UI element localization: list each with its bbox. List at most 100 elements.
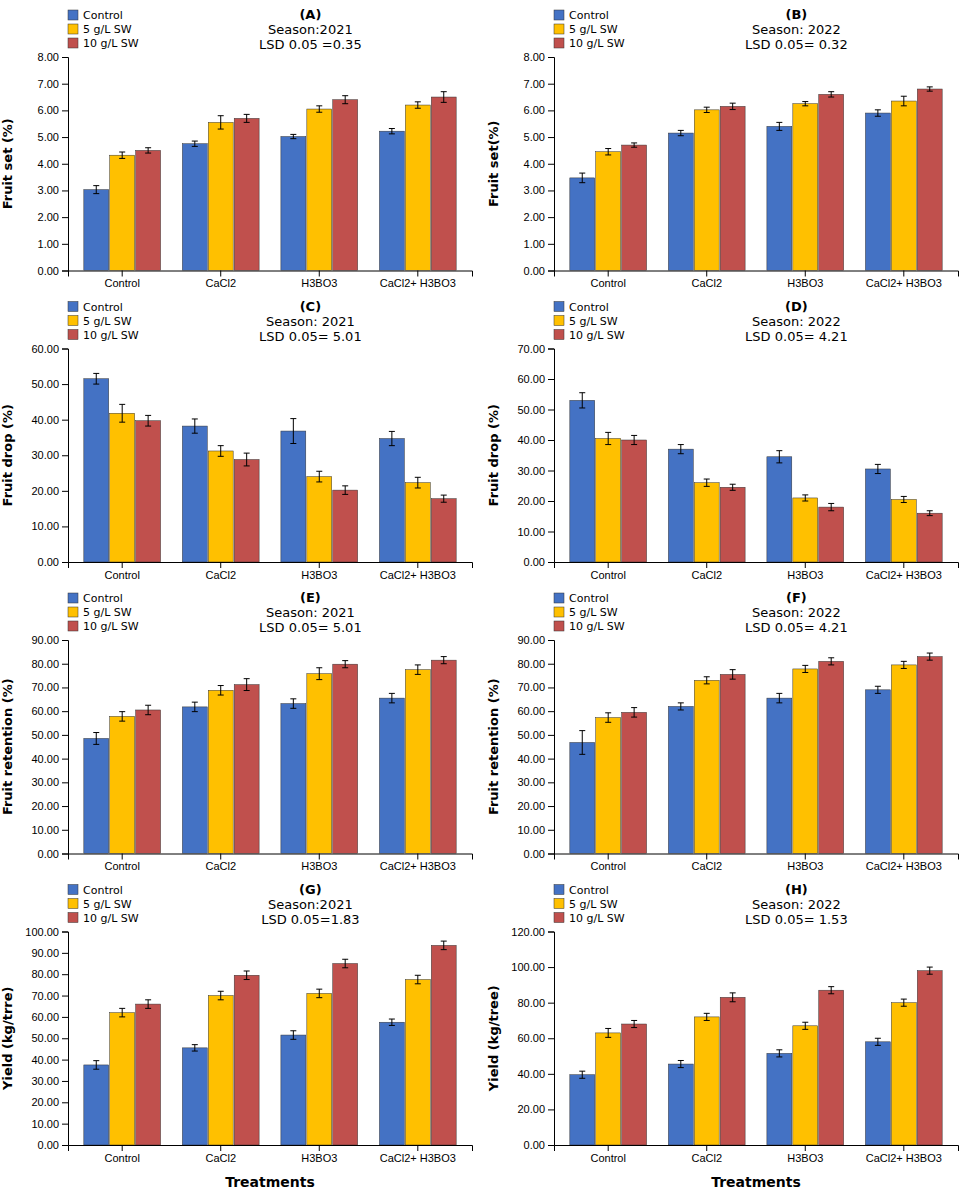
tick-mark (122, 271, 123, 277)
tick-label: 80.00 (31, 658, 59, 670)
tick-label: 30.00 (31, 776, 59, 788)
panel: 0.0010.0020.0030.0040.0050.0060.0070.008… (486, 590, 959, 872)
bar (694, 110, 719, 271)
tick-label: 60.00 (31, 1011, 59, 1023)
tick-mark (548, 830, 554, 831)
tick-label: 20.00 (517, 1103, 545, 1115)
tick: Control (590, 271, 625, 290)
tick: CaCl2+ H3BO3 (380, 271, 456, 290)
bar (110, 1013, 135, 1145)
error-bar (218, 686, 224, 695)
tick-label: CaCl2 (205, 569, 236, 581)
tick-label: 10.00 (31, 1118, 59, 1130)
error-bar (244, 679, 250, 691)
legend-label: Control (569, 592, 609, 605)
bar (891, 665, 916, 854)
tick: 40.00 (31, 753, 68, 765)
tick: 30.00 (517, 776, 554, 788)
legend-label: 10 g/L SW (569, 912, 625, 925)
bar (307, 477, 332, 562)
bar (622, 712, 647, 853)
tick-mark (706, 562, 707, 568)
tick-mark (417, 562, 418, 568)
tick: Control (104, 271, 139, 290)
bar (431, 945, 456, 1145)
legend-label: Control (569, 301, 609, 314)
error-bar (776, 693, 782, 702)
bar (208, 996, 233, 1145)
annotation: LSD 0.05=1.83 (261, 912, 359, 927)
legend-swatch (554, 885, 564, 895)
bar (622, 145, 647, 270)
tick-mark (62, 830, 68, 831)
tick-mark (62, 996, 68, 997)
axis-title: Yield (kg/tree) (486, 985, 501, 1092)
tick-mark (62, 711, 68, 712)
tick: 90.00 (31, 947, 68, 959)
error-bar (579, 731, 585, 755)
tick: CaCl2+ H3BO3 (380, 854, 456, 873)
bar (84, 190, 109, 271)
legend-item: 10 g/L SW (554, 912, 625, 925)
axis-line (62, 932, 69, 1146)
tick-label: 90.00 (31, 634, 59, 646)
legend-item: 10 g/L SW (68, 329, 139, 342)
tick-label: 70.00 (31, 990, 59, 1002)
error-bar (415, 102, 421, 108)
tick-label: 10.00 (517, 526, 545, 538)
tick: 80.00 (31, 968, 68, 980)
bar (622, 1024, 647, 1145)
tick-mark (62, 953, 68, 954)
tick-mark (548, 84, 554, 85)
annotation: (B) (786, 7, 808, 22)
tick-label: 70.00 (517, 681, 545, 693)
tick: H3BO3 (301, 562, 337, 581)
error-bar (441, 495, 447, 502)
annotation: Season: 2022 (752, 897, 841, 912)
legend-swatch (554, 607, 564, 617)
error-bar (631, 435, 637, 444)
tick: 70.00 (517, 681, 554, 693)
tick-label: 50.00 (31, 729, 59, 741)
bar (819, 507, 844, 562)
tick: 70.00 (31, 990, 68, 1002)
tick-label: 7.00 (38, 78, 59, 90)
legend-label: Control (569, 884, 609, 897)
tick-label: 7.00 (524, 78, 545, 90)
legend-swatch (68, 913, 78, 923)
tick-mark (319, 562, 320, 568)
error-bar (802, 1022, 808, 1029)
tick-mark (62, 735, 68, 736)
tick-label: Control (590, 860, 625, 872)
axis-line (555, 563, 959, 569)
tick-mark (62, 806, 68, 807)
annotation: Season: 2021 (266, 605, 355, 620)
x-axis: ControlCaCl2H3BO3CaCl2+ H3BO3 (69, 854, 473, 873)
annotation: (H) (785, 882, 808, 897)
tick-label: Control (104, 860, 139, 872)
tick-mark (548, 217, 554, 218)
error-bar (93, 1061, 99, 1070)
tick-mark (548, 1109, 554, 1110)
tick-label: 40.00 (31, 1054, 59, 1066)
tick-mark (62, 932, 68, 933)
legend-swatch (554, 899, 564, 909)
error-bar (218, 116, 224, 129)
bar (596, 152, 621, 271)
tick-label: 50.00 (31, 1032, 59, 1044)
annotation: LSD 0.05= 5.01 (259, 620, 362, 635)
bar (379, 698, 404, 853)
legend: Control5 g/L SW10 g/L SW (554, 9, 625, 50)
bar (720, 997, 745, 1145)
tick-label: CaCl2 (205, 1152, 236, 1164)
bar (819, 990, 844, 1145)
bar (622, 440, 647, 562)
annotation: (A) (299, 7, 321, 22)
legend-item: 10 g/L SW (554, 37, 625, 50)
tick: 0.00 (524, 848, 554, 860)
legend-swatch (554, 10, 564, 20)
plot-area (84, 941, 456, 1145)
bar (182, 426, 207, 562)
bar (694, 680, 719, 853)
tick-mark (548, 687, 554, 688)
